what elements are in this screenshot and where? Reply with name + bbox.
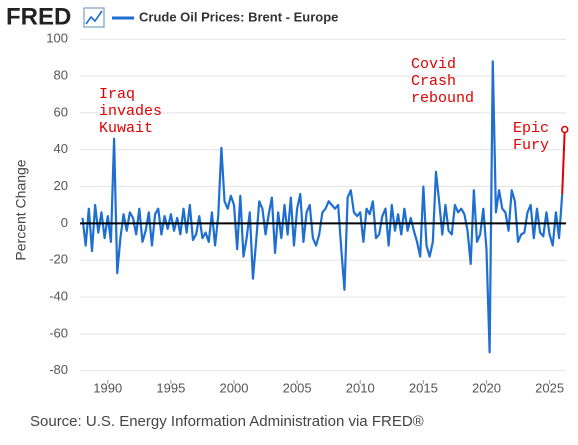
annotation: Epic	[513, 120, 549, 137]
legend-label: Crude Oil Prices: Brent - Europe	[139, 9, 338, 24]
y-tick-label: 80	[54, 67, 68, 82]
annotation: Kuwait	[99, 120, 153, 137]
x-tick-label: 2020	[472, 380, 501, 395]
x-tick-label: 2015	[409, 380, 438, 395]
annotation: Fury	[513, 137, 549, 154]
y-tick-label: 100	[46, 31, 68, 46]
annotation: Iraq	[99, 86, 135, 103]
logo-icon	[83, 7, 105, 28]
y-tick-label: 0	[61, 215, 68, 230]
annotation: Crash	[411, 73, 456, 90]
plot-area	[80, 30, 566, 380]
highlight-marker	[560, 125, 569, 134]
y-tick-label: 60	[54, 104, 68, 119]
y-tick-label: 40	[54, 141, 68, 156]
x-tick-label: 2000	[220, 380, 249, 395]
annotation: invades	[99, 103, 162, 120]
y-tick-label: -60	[49, 325, 68, 340]
brand-logo: FRED	[6, 3, 71, 30]
data-line	[81, 60, 564, 354]
y-tick-label: -40	[49, 289, 68, 304]
y-tick-label: 20	[54, 178, 68, 193]
source-note: Source: U.S. Energy Information Administ…	[30, 413, 424, 430]
highlight-line	[561, 129, 566, 194]
y-tick-label: -80	[49, 362, 68, 377]
x-tick-label: 2010	[346, 380, 375, 395]
x-tick-label: 2025	[535, 380, 564, 395]
y-axis-label: Percent Change	[13, 159, 29, 260]
x-tick-label: 2005	[283, 380, 312, 395]
annotation: Covid	[411, 56, 456, 73]
x-tick-label: 1995	[156, 380, 185, 395]
y-tick-label: -20	[49, 252, 68, 267]
annotation: rebound	[411, 90, 474, 107]
x-tick-label: 1990	[93, 380, 122, 395]
